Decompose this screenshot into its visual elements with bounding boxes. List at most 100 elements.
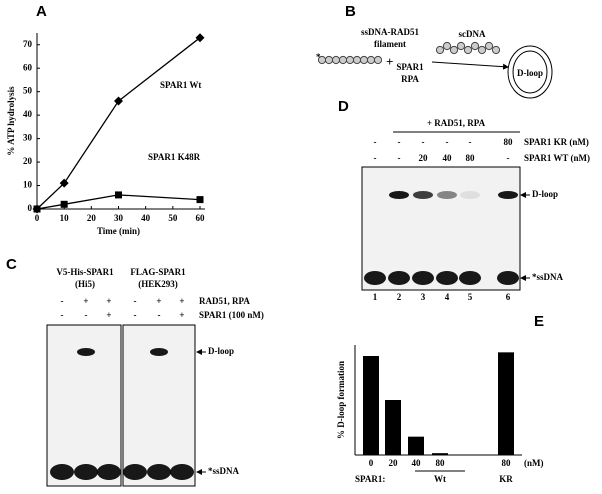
- dloop-circle: [507, 45, 553, 99]
- lane-sign: -: [158, 310, 161, 320]
- gel-band: [460, 191, 480, 199]
- lane-sign: -: [61, 310, 64, 320]
- bracket-label: + RAD51, RPA: [427, 118, 486, 128]
- x-axis-label: (nM): [524, 458, 544, 468]
- lane-sign: +: [83, 296, 88, 306]
- gel-band: [97, 464, 121, 480]
- bar: [363, 356, 379, 455]
- bead: [470, 41, 480, 51]
- diagram-text: SPAR1: [396, 62, 424, 72]
- row-label: SPAR1 (100 nM): [199, 310, 264, 320]
- y-tick-label: 20: [23, 156, 33, 166]
- lane-number: 6: [506, 292, 511, 302]
- x-tick-label: 80: [502, 458, 512, 468]
- x-tick-label: 50: [168, 213, 178, 223]
- lane-number: 4: [445, 292, 450, 302]
- dloop-circle: [512, 50, 548, 94]
- lane-header: V5-His-SPAR1: [56, 267, 114, 277]
- group-label: Wt: [434, 474, 446, 484]
- gel-band: [412, 271, 434, 285]
- lane-sign: -: [398, 137, 401, 147]
- panel-label: B: [345, 3, 356, 20]
- lane-sign: 80: [466, 153, 476, 163]
- row-label: SPAR1 WT (nM): [524, 153, 590, 163]
- arrow: [431, 61, 509, 70]
- lane-sign: -: [374, 153, 377, 163]
- row-label: RAD51, RPA: [199, 296, 250, 306]
- series-line: [36, 194, 201, 210]
- lane-header: FLAG-SPAR1: [130, 267, 186, 277]
- lane-sign: -: [61, 296, 64, 306]
- bar: [498, 352, 514, 455]
- gel-band: [170, 464, 194, 480]
- lane-number: 5: [468, 292, 473, 302]
- bead: [352, 55, 362, 65]
- bead: [331, 55, 341, 65]
- lane-number: 2: [397, 292, 402, 302]
- gel-band: [497, 271, 519, 285]
- diagram-text: D-loop: [517, 68, 543, 78]
- y-axis-label: % D-loop formation: [336, 361, 346, 439]
- bead: [345, 55, 355, 65]
- x-tick-label: 60: [196, 213, 206, 223]
- diagram-text: filament: [374, 39, 406, 49]
- gel-band: [150, 348, 168, 356]
- x-tick-label: 0: [369, 458, 374, 468]
- lane-sign: +: [179, 296, 184, 306]
- lane-sign: 40: [443, 153, 453, 163]
- bead: [491, 45, 501, 55]
- bead: [449, 45, 459, 55]
- group-prefix: SPAR1:: [355, 474, 385, 484]
- diagram-text: scDNA: [459, 29, 486, 39]
- bead: [484, 41, 494, 51]
- gel-band: [459, 271, 481, 285]
- y-tick-label: 50: [23, 86, 33, 96]
- marker: [114, 96, 123, 106]
- panel-label: A: [36, 3, 47, 20]
- band-label: *ssDNA: [532, 272, 564, 282]
- bead: [366, 55, 376, 65]
- lane-sign: 80: [504, 137, 514, 147]
- gel-band: [389, 191, 409, 199]
- lane-sign: -: [134, 310, 137, 320]
- gel-band: [74, 464, 98, 480]
- y-axis-label: % ATP hydrolysis: [6, 86, 16, 156]
- x-tick-label: 40: [141, 213, 151, 223]
- lane-number: 1: [373, 292, 378, 302]
- gel-band: [437, 191, 457, 199]
- lane-header: (HEK293): [138, 279, 178, 289]
- band-label: *ssDNA: [208, 466, 240, 476]
- bead: [324, 55, 334, 65]
- lane-sign: -: [374, 137, 377, 147]
- marker: [115, 191, 122, 199]
- gel-band: [436, 271, 458, 285]
- marker: [59, 178, 69, 188]
- gel-band: [388, 271, 410, 285]
- marker: [195, 33, 205, 43]
- band-label: D-loop: [208, 346, 234, 356]
- panel-label: C: [6, 256, 17, 273]
- bead: [317, 55, 327, 65]
- gel-band: [123, 464, 147, 480]
- lane-sign: -: [134, 296, 137, 306]
- panel-label: D: [338, 98, 349, 115]
- x-tick-label: 20: [389, 458, 399, 468]
- lane-sign: -: [507, 153, 510, 163]
- y-tick-label: 10: [23, 180, 33, 190]
- x-tick-label: 40: [412, 458, 422, 468]
- diagram-text: ssDNA-RAD51: [361, 27, 419, 37]
- bead: [359, 55, 369, 65]
- bead: [463, 45, 473, 55]
- bar: [408, 436, 424, 455]
- lane-number: 3: [421, 292, 426, 302]
- y-tick-label: 0: [28, 203, 33, 213]
- lane-sign: -: [469, 137, 472, 147]
- gel-band: [147, 464, 171, 480]
- y-tick-label: 30: [23, 133, 33, 143]
- lane-sign: -: [398, 153, 401, 163]
- x-tick-label: 10: [60, 213, 70, 223]
- x-tick-label: 0: [35, 213, 40, 223]
- panel-label: E: [534, 313, 544, 330]
- lane-sign: +: [106, 296, 111, 306]
